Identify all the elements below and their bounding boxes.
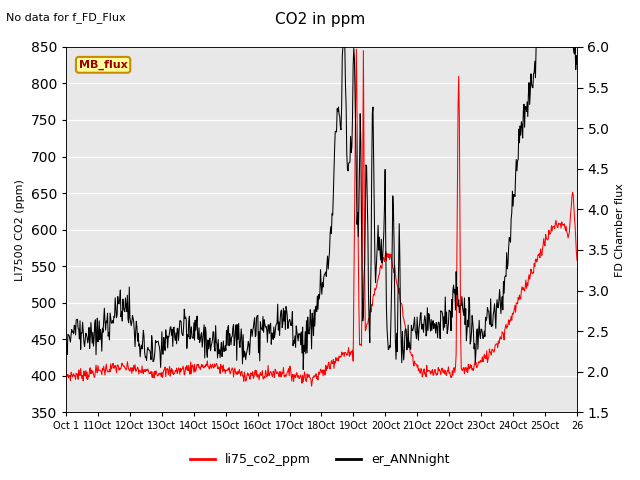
Y-axis label: LI7500 CO2 (ppm): LI7500 CO2 (ppm) xyxy=(15,179,25,281)
Y-axis label: FD Chamber flux: FD Chamber flux xyxy=(615,183,625,276)
Text: CO2 in ppm: CO2 in ppm xyxy=(275,12,365,27)
Text: MB_flux: MB_flux xyxy=(79,60,127,70)
Text: No data for f_FD_Flux: No data for f_FD_Flux xyxy=(6,12,126,23)
Legend: li75_co2_ppm, er_ANNnight: li75_co2_ppm, er_ANNnight xyxy=(186,448,454,471)
